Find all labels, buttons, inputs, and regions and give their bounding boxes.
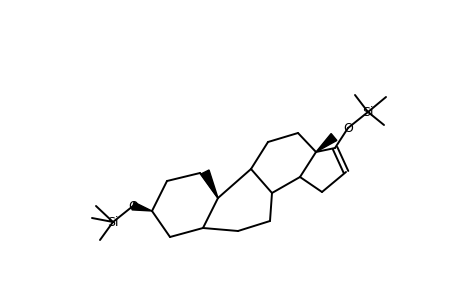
Text: O: O [342, 122, 352, 134]
Polygon shape [132, 202, 151, 211]
Text: Si: Si [107, 215, 118, 229]
Polygon shape [315, 134, 336, 152]
Text: Si: Si [362, 106, 373, 118]
Polygon shape [201, 170, 218, 198]
Text: O: O [128, 200, 138, 212]
